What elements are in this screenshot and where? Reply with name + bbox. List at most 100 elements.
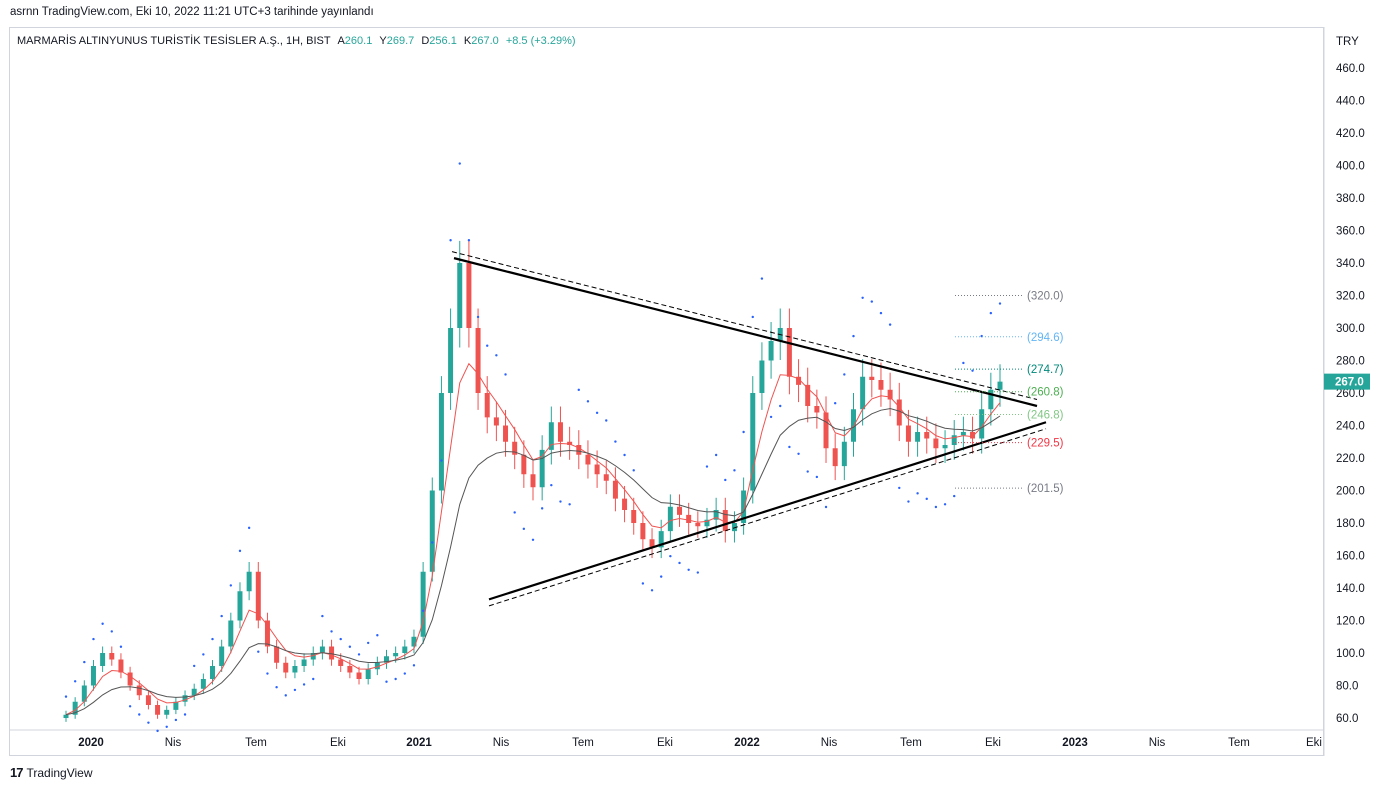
sar-dot <box>458 162 461 165</box>
candle-body <box>420 571 426 637</box>
candle-body <box>72 701 78 715</box>
y-tick-label: 300.0 <box>1336 323 1365 335</box>
upper-trendline[interactable] <box>453 257 1038 408</box>
sar-dot <box>366 641 370 645</box>
upper-dashed-line[interactable] <box>451 251 1038 400</box>
candle-body <box>695 523 701 527</box>
candle-body <box>750 393 756 491</box>
candle-body <box>136 685 142 696</box>
candle-body <box>493 417 499 426</box>
sar-dot <box>641 582 645 585</box>
sar-dot <box>376 634 379 637</box>
candle-body <box>997 381 1003 390</box>
candle-body <box>548 422 554 450</box>
y-tick-label: 200.0 <box>1336 486 1365 498</box>
candle-body <box>81 685 87 702</box>
candle-body <box>887 389 893 400</box>
sar-dot <box>714 453 718 457</box>
candle-body <box>786 328 792 377</box>
candle-body <box>832 448 838 467</box>
candle-body <box>109 653 115 660</box>
candle-body <box>365 669 371 679</box>
sar-dot <box>147 721 150 724</box>
candle-body <box>713 510 719 520</box>
sar-dot <box>943 503 947 506</box>
lower-trendline[interactable] <box>488 421 1047 601</box>
level-label: (246.8) <box>1027 409 1064 421</box>
sar-dot <box>495 354 498 357</box>
y-axis: 460.0 440.0 420.0 400.0 380.0 360.0 340.0 320.0… <box>1324 63 1370 725</box>
candle-body <box>503 425 509 442</box>
sar-dot <box>907 500 910 503</box>
candle-body <box>374 662 380 670</box>
currency-label: TRY <box>1336 36 1359 48</box>
high-value: 269.7 <box>386 35 415 47</box>
sar-dot <box>687 568 690 571</box>
sar-dot <box>128 705 132 708</box>
footer-brand[interactable]: 17 TradingView <box>10 765 93 780</box>
candle-body <box>612 480 618 499</box>
x-tick-label: 2022 <box>734 737 760 749</box>
sar-dot <box>431 541 434 544</box>
x-tick-label: 2023 <box>1062 737 1088 749</box>
candle-body <box>155 705 161 715</box>
sar-dot <box>614 440 617 443</box>
candle-body <box>585 454 591 465</box>
candle-body <box>329 646 335 660</box>
sar-dot <box>440 459 443 462</box>
candle-body <box>411 636 417 647</box>
last-price-badge <box>1324 373 1370 390</box>
close-value: 267.0 <box>471 35 499 47</box>
y-tick-label: 60.0 <box>1336 713 1358 725</box>
sar-dot <box>888 323 892 326</box>
candle-body <box>90 666 96 686</box>
candle-body <box>383 656 389 663</box>
x-tick-label: 2021 <box>406 737 432 749</box>
sar-dot <box>64 695 68 698</box>
candle-body <box>649 539 655 548</box>
sar-dot <box>568 503 571 506</box>
candle-body <box>841 441 847 467</box>
sar-dot <box>238 549 242 553</box>
y-tick-label: 320.0 <box>1336 291 1365 303</box>
y-tick-label: 460.0 <box>1336 63 1365 75</box>
sar-dot <box>705 465 709 468</box>
sar-dot <box>742 430 745 434</box>
ema-slow-line <box>65 408 1001 716</box>
candle-body <box>402 646 408 653</box>
x-tick-label: Eki <box>985 737 1001 749</box>
sar-dot <box>632 469 635 472</box>
candle-body <box>466 263 472 328</box>
sar-dot <box>229 584 233 587</box>
sar-dot <box>449 239 452 242</box>
candle-body <box>539 449 545 488</box>
sar-dot <box>412 664 416 667</box>
candle-body <box>338 659 344 666</box>
x-tick-label: Nis <box>165 737 182 749</box>
x-tick-label: Tem <box>1228 737 1250 749</box>
low-label: D <box>421 35 430 47</box>
lower-dashed-line[interactable] <box>488 428 1047 607</box>
candle-body <box>869 376 875 380</box>
candle-body <box>356 672 362 679</box>
candle-body <box>219 646 225 666</box>
candle-body <box>896 399 902 426</box>
sar-dot <box>733 469 736 472</box>
candle-body <box>686 514 692 523</box>
y-tick-label: 360.0 <box>1336 226 1365 238</box>
sar-dot <box>806 470 809 473</box>
x-tick-label: Tem <box>900 737 922 749</box>
sar-dot <box>321 614 324 618</box>
candle-body <box>63 714 69 718</box>
candle-body <box>905 425 911 442</box>
sar-dot <box>476 315 480 319</box>
candle-body <box>814 406 820 413</box>
symbol-name[interactable]: MARMARİS ALTINYUNUS TURİSTİK TESİSLER A.… <box>17 35 331 47</box>
sar-dot <box>760 277 764 280</box>
sar-dot <box>724 478 727 482</box>
candle-body <box>393 653 399 657</box>
sar-dot <box>183 713 187 716</box>
y-tick-label: 120.0 <box>1336 616 1365 628</box>
sar-dot <box>797 452 800 455</box>
